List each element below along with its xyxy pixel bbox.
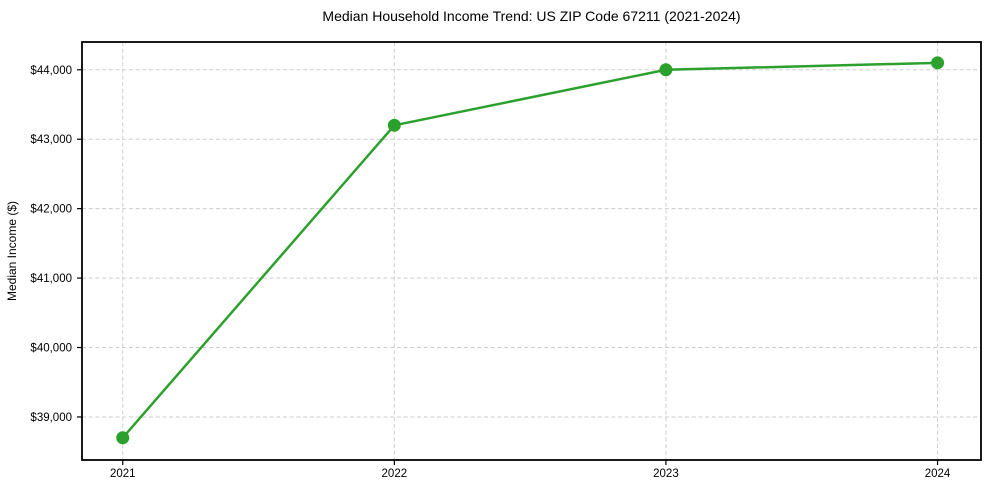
y-tick-label: $40,000 (30, 343, 72, 355)
x-tick-label: 2022 (382, 468, 408, 480)
income-trend-line (121, 61, 939, 440)
y-tick-label: $41,000 (30, 273, 72, 285)
y-tick-label: $44,000 (30, 65, 72, 77)
x-tick-label: 2021 (110, 468, 136, 480)
plot-border (81, 41, 982, 461)
y-tick-label: $42,000 (30, 204, 72, 216)
data-point-2021 (116, 431, 130, 445)
y-tick-label: $39,000 (30, 412, 72, 424)
y-axis-label: Median Income ($) (5, 201, 19, 301)
x-tick-label: 2023 (653, 468, 679, 480)
y-tick-label: $43,000 (30, 134, 72, 146)
data-point-2022 (387, 118, 401, 132)
chart-title: Median Household Income Trend: US ZIP Co… (322, 8, 741, 24)
data-point-2024 (931, 56, 945, 70)
data-point-2023 (659, 63, 673, 77)
x-tick-label: 2024 (925, 468, 951, 480)
